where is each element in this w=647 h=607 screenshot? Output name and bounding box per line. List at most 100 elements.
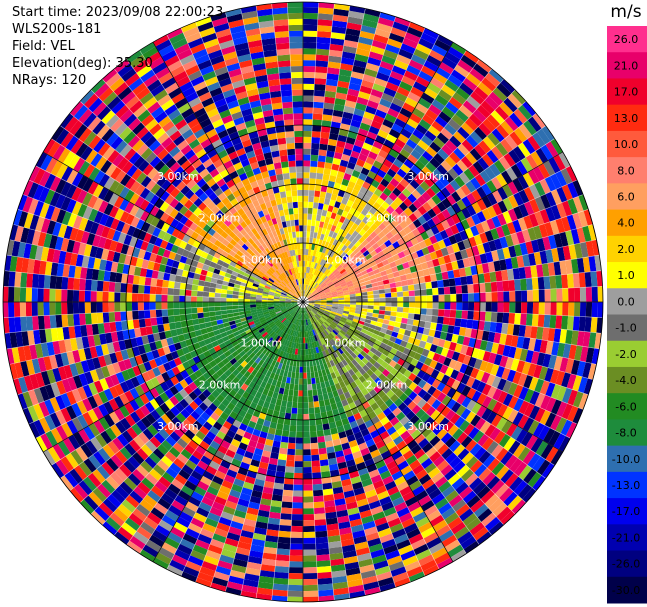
velocity-cell [164,451,177,463]
velocity-cell [357,353,365,361]
velocity-cell [341,366,348,374]
velocity-cell [98,417,110,431]
velocity-cell [477,273,485,284]
velocity-cell [330,564,346,572]
velocity-cell [251,368,258,377]
velocity-cell [292,317,296,324]
velocity-cell [347,283,354,288]
velocity-cell [403,435,415,446]
velocity-cell [359,186,368,195]
velocity-cell [117,360,127,372]
velocity-cell [116,262,125,274]
velocity-cell [82,192,93,206]
velocity-cell [236,364,244,373]
velocity-cell [138,310,145,320]
velocity-cell [145,268,153,278]
velocity-cell [491,444,504,458]
velocity-cell [34,245,44,261]
velocity-cell [339,68,353,77]
velocity-cell [241,278,248,284]
velocity-cell [244,302,250,306]
velocity-cell [64,471,79,488]
velocity-cell [418,495,432,507]
velocity-cell [272,440,281,448]
velocity-cell [285,298,292,301]
velocity-cell [374,339,382,347]
velocity-cell [424,275,432,283]
velocity-cell [323,329,329,336]
velocity-cell [414,307,421,315]
velocity-cell [326,256,332,263]
velocity-cell [385,43,401,55]
velocity-cell [361,295,368,299]
velocity-cell [55,302,62,315]
velocity-cell [257,343,264,351]
velocity-cell [481,153,494,167]
velocity-cell [319,345,325,352]
velocity-cell [461,310,468,320]
velocity-cell [138,276,146,286]
velocity-cell [316,554,331,562]
velocity-cell [523,468,537,484]
velocity-cell [78,461,93,477]
velocity-cell [93,210,104,224]
velocity-cell [268,457,279,466]
velocity-cell [156,278,164,288]
velocity-cell [139,326,148,337]
velocity-cell [226,290,234,295]
velocity-cell [126,292,133,302]
velocity-cell [249,495,262,504]
velocity-cell [267,319,274,325]
velocity-cell [158,428,170,440]
velocity-cell [408,391,418,401]
velocity-cell [348,288,355,293]
velocity-cell [472,274,479,285]
velocity-cell [267,517,281,525]
velocity-cell [410,164,422,175]
velocity-cell [152,529,168,543]
velocity-cell [393,158,404,169]
velocity-cell [197,533,213,545]
velocity-cell [277,542,291,550]
velocity-cell [469,443,482,456]
velocity-cell [157,443,169,456]
velocity-cell [456,302,463,311]
velocity-cell [279,305,286,309]
velocity-cell [311,316,316,323]
velocity-cell [429,77,445,90]
velocity-cell [294,467,303,474]
velocity-cell [200,455,212,466]
velocity-cell [68,326,76,339]
velocity-cell [335,272,342,278]
velocity-cell [194,329,202,337]
velocity-cell [297,313,300,320]
velocity-cell [314,314,320,320]
velocity-cell [116,433,129,447]
velocity-cell [143,232,153,243]
velocity-cell [231,483,243,493]
velocity-cell [353,247,360,255]
velocity-cell [88,208,99,222]
velocity-cell [565,358,575,374]
velocity-cell [355,326,363,332]
velocity-cell [305,348,309,355]
velocity-cell [391,65,407,76]
velocity-cell [360,256,368,264]
velocity-cell [303,178,310,185]
velocity-cell [31,358,41,374]
velocity-cell [37,357,47,373]
velocity-cell [444,468,457,481]
velocity-cell [268,308,275,312]
velocity-cell [325,269,331,276]
velocity-cell [315,328,320,335]
velocity-cell [263,312,270,317]
velocity-cell [214,302,221,307]
velocity-cell [355,304,362,309]
velocity-cell [492,87,508,102]
velocity-cell [327,282,334,288]
velocity-cell [176,516,191,528]
velocity-cell [407,169,418,180]
velocity-cell [329,43,344,52]
velocity-cell [327,205,334,213]
velocity-cell [336,312,343,317]
